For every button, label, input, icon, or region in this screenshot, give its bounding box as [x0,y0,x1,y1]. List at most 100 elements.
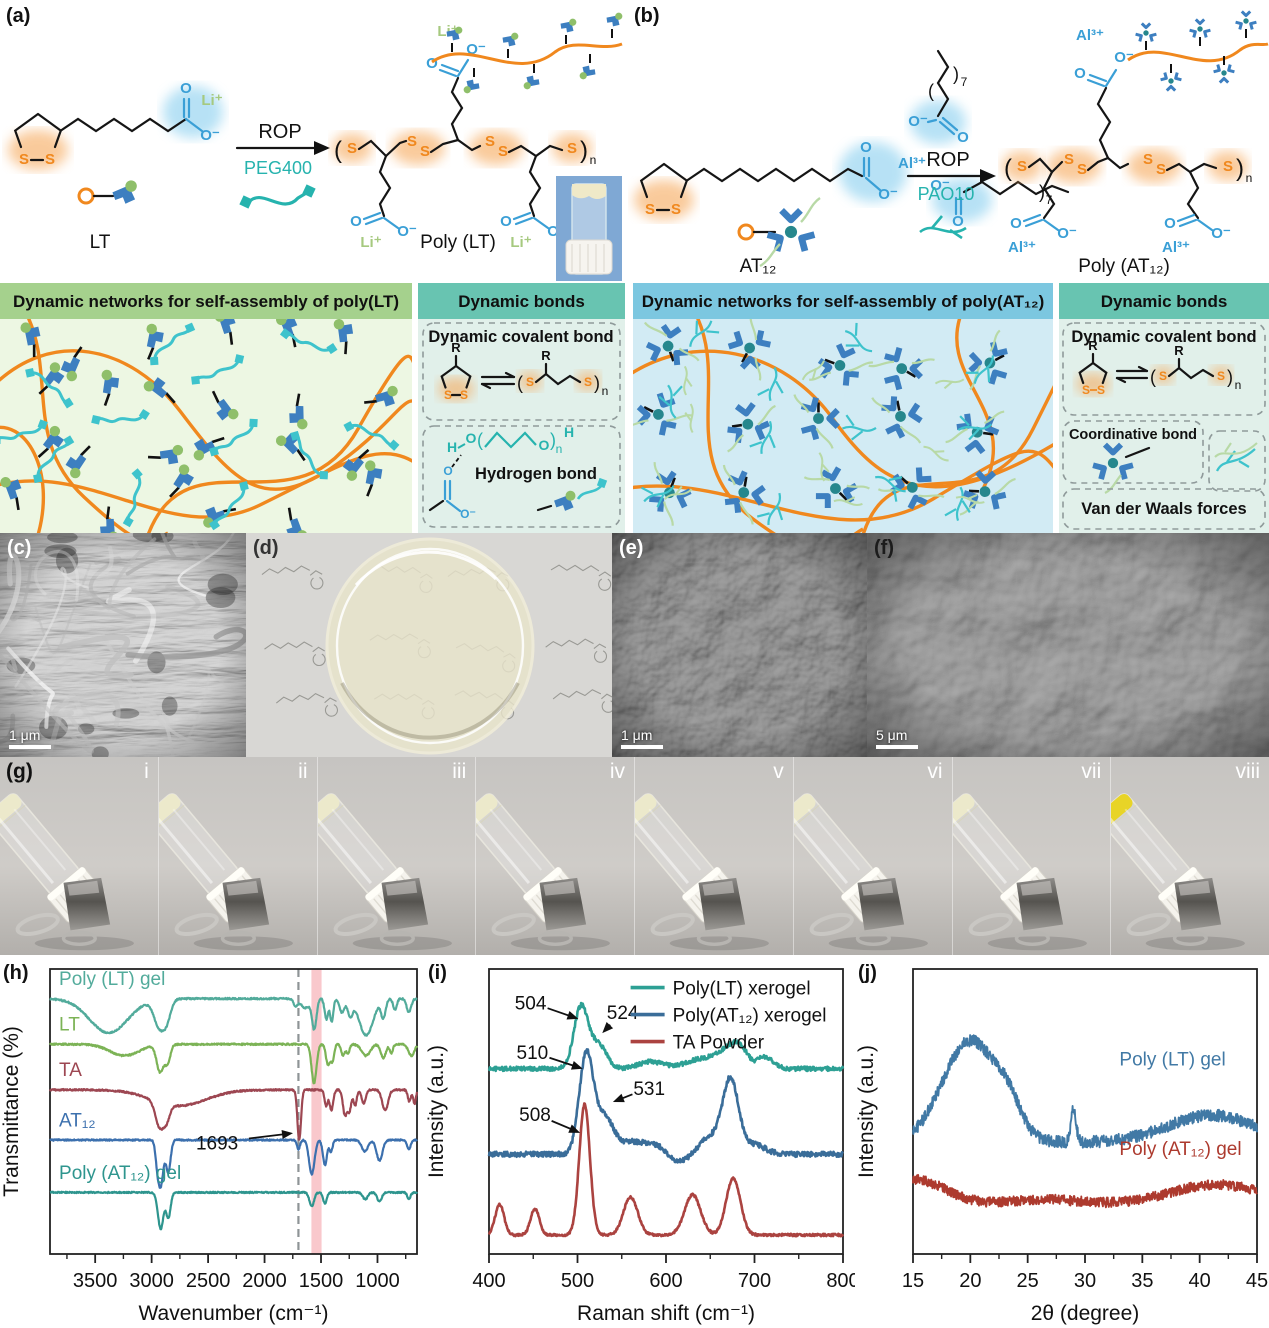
panel-c-label: (c) [7,537,32,559]
svg-text:n: n [590,153,597,167]
vial-numeral: iv [609,760,625,783]
svg-text:S: S [1159,369,1167,383]
svg-text:S: S [1097,383,1105,397]
panel-e-sem: (e) 1 μm [612,533,867,757]
svg-text:n: n [602,384,609,398]
svg-text:S: S [347,140,357,157]
svg-text:25: 25 [1017,1270,1039,1292]
vial-photo: vi [792,757,952,955]
svg-text:): ) [1227,367,1233,387]
network-at12-panel: Dynamic networks for self-assembly of po… [633,283,1053,533]
svg-text:(: ( [517,373,523,393]
svg-text:): ) [1039,182,1045,202]
svg-text:S: S [444,388,452,402]
svg-text:Al³⁺: Al³⁺ [1162,239,1190,256]
svg-text:531: 531 [633,1079,665,1100]
svg-text:Transmittance (%): Transmittance (%) [0,1026,23,1197]
svg-text:O: O [539,437,550,453]
svg-text:S: S [526,375,534,389]
svg-text:(j): (j) [858,962,877,984]
panel-f-label: (f) [874,537,894,559]
svg-text:S: S [584,375,592,389]
bonds-lt-boxes: Dynamic covalent bond S S R ( S R S ) [418,319,625,533]
svg-text:Li⁺: Li⁺ [510,234,531,251]
svg-text:S: S [1017,158,1027,175]
svg-text:AT₁₂: AT₁₂ [59,1110,96,1131]
svg-text:O⁻: O⁻ [397,223,417,240]
rop-arrow-a: ROP PEG400 [235,121,330,209]
svg-text:(: ( [928,81,934,101]
vial-numeral: vi [927,760,943,783]
svg-text:Coordinative bond: Coordinative bond [1069,427,1197,443]
svg-text:(i): (i) [428,962,447,984]
svg-text:S: S [1064,151,1074,168]
svg-text:(: ( [334,137,342,164]
scalebar-e: 1 μm [621,727,663,749]
svg-text:O: O [466,430,477,446]
vial-photo-yellow: viii [1110,757,1269,955]
svg-text:20: 20 [959,1270,981,1292]
svg-text:1500: 1500 [299,1270,344,1292]
svg-text:Al³⁺: Al³⁺ [898,155,926,172]
network-lt-panel: Dynamic networks for self-assembly of po… [0,283,412,533]
vial-photo: ii [157,757,317,955]
svg-text:): ) [1236,155,1244,182]
svg-text:35: 35 [1131,1270,1153,1292]
vial-photo: iii [316,757,476,955]
svg-text:O: O [1164,215,1176,232]
svg-text:S: S [671,201,681,218]
svg-text:45: 45 [1246,1270,1268,1292]
petri-dish [325,537,535,755]
bonds-at12-header: Dynamic bonds [1059,283,1269,319]
svg-text:O⁻: O⁻ [200,127,220,144]
svg-text:Poly(AT₁₂) xerogel: Poly(AT₁₂) xerogel [673,1006,827,1027]
svg-text:3000: 3000 [129,1270,174,1292]
svg-text:Al³⁺: Al³⁺ [1076,27,1104,44]
svg-text:O⁻: O⁻ [930,177,950,194]
svg-text:O⁻: O⁻ [460,507,476,521]
svg-text:): ) [953,64,959,84]
svg-text:2000: 2000 [242,1270,287,1292]
vial-numeral: i [144,760,149,783]
vial-photo: v [634,757,793,955]
svg-text:Dynamic covalent bond: Dynamic covalent bond [1071,328,1256,346]
network-at12-illustration [633,319,1053,533]
svg-text:S: S [19,151,29,168]
svg-text:S: S [420,143,430,160]
lt-label: LT [90,232,111,253]
svg-text:O: O [952,213,964,230]
svg-text:700: 700 [738,1270,771,1292]
svg-text:O: O [350,213,362,230]
svg-text:O: O [426,55,438,72]
svg-text:Hydrogen bond: Hydrogen bond [475,465,597,483]
svg-text:S: S [1223,158,1233,175]
svg-text:Poly (LT) gel: Poly (LT) gel [1119,1050,1225,1071]
vial-numeral: ii [298,760,308,783]
svg-text:Poly (AT₁₂) gel: Poly (AT₁₂) gel [1119,1139,1241,1160]
poly-at12-network-schematic [1127,11,1269,90]
covalent-bond-scheme: S S R ( S R S ) n [438,340,608,402]
svg-text:O⁻: O⁻ [1211,225,1231,242]
svg-text:Intensity (a.u.): Intensity (a.u.) [425,1045,448,1178]
svg-text:S: S [460,388,468,402]
svg-text:510: 510 [517,1043,549,1064]
svg-text:O⁻: O⁻ [878,186,898,203]
bonds-lt-header: Dynamic bonds [418,283,625,319]
vial-numeral: vii [1081,760,1102,783]
svg-text:Intensity (a.u.): Intensity (a.u.) [855,1045,878,1178]
svg-text:Li⁺: Li⁺ [360,234,381,251]
svg-text:Dynamic covalent bond: Dynamic covalent bond [428,328,613,346]
svg-text:Poly (AT₁₂) gel: Poly (AT₁₂) gel [59,1163,181,1184]
svg-text:O: O [860,139,872,156]
svg-text:O: O [1074,65,1086,82]
svg-text:Poly(LT) xerogel: Poly(LT) xerogel [673,979,811,1000]
svg-text:): ) [550,430,556,450]
svg-text:S: S [485,133,495,150]
panel-g-vials: (g) i ii iii iv v vi vii viii [0,757,1269,955]
svg-text:TA Powder: TA Powder [673,1033,765,1054]
network-lt-header: Dynamic networks for self-assembly of po… [0,283,412,319]
svg-text:400: 400 [472,1270,505,1292]
vial-photo: vii [951,757,1111,955]
svg-text:40: 40 [1189,1270,1211,1292]
